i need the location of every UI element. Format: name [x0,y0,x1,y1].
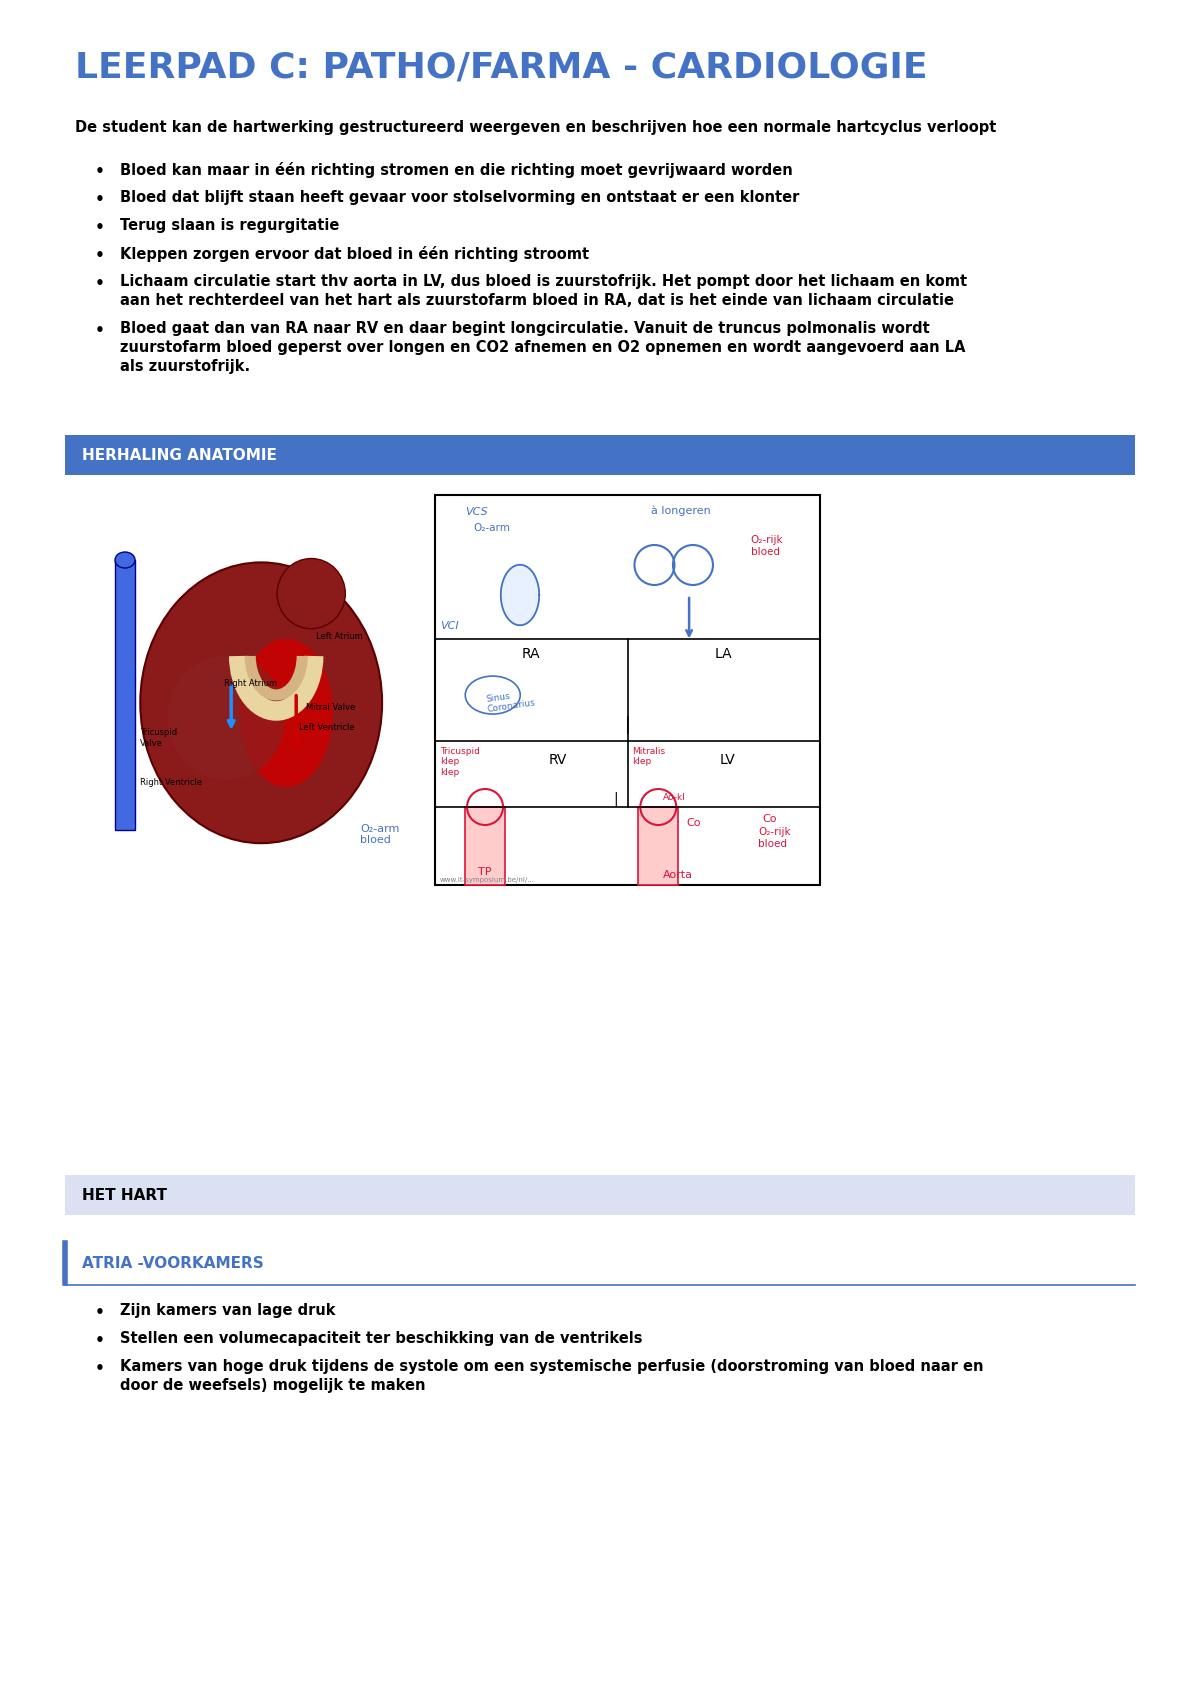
Text: •: • [95,192,104,207]
Text: Tricuspid
klep
klep: Tricuspid klep klep [440,747,480,776]
Text: als zuurstofrijk.: als zuurstofrijk. [120,358,250,374]
Ellipse shape [115,552,134,569]
Text: Sinus
Coronarius: Sinus Coronarius [485,688,536,713]
Text: O₂-rijk
bloed: O₂-rijk bloed [751,535,784,557]
Text: Tricuspid
Valve: Tricuspid Valve [140,728,178,747]
Text: Left Ventricle: Left Ventricle [299,723,355,732]
Text: |: | [625,717,630,735]
Text: •: • [95,277,104,290]
Bar [466,807,505,885]
Text: LV: LV [720,752,736,767]
Text: LEERPAD C: PATHO/FARMA - CARDIOLOGIE: LEERPAD C: PATHO/FARMA - CARDIOLOGIE [74,49,928,83]
Bar [115,560,134,830]
Ellipse shape [167,655,286,779]
Bar [436,496,820,885]
Text: Kleppen zorgen ervoor dat bloed in één richting stroomt: Kleppen zorgen ervoor dat bloed in één r… [120,246,589,261]
Text: •: • [95,165,104,178]
Polygon shape [500,565,539,625]
Text: Zijn kamers van lage druk: Zijn kamers van lage druk [120,1302,336,1318]
Text: LA: LA [715,647,732,661]
Ellipse shape [240,638,332,786]
Bar [65,435,1135,475]
Text: RA: RA [522,647,540,661]
Text: HET HART: HET HART [82,1187,167,1202]
Text: Co: Co [762,813,776,824]
Text: Bloed gaat dan van RA naar RV en daar begint longcirculatie. Vanuit de truncus p: Bloed gaat dan van RA naar RV en daar be… [120,321,930,336]
Text: De student kan de hartwerking gestructureerd weergeven en beschrijven hoe een no: De student kan de hartwerking gestructur… [74,121,996,136]
Ellipse shape [277,559,346,628]
Ellipse shape [140,562,382,844]
Text: •: • [95,248,104,263]
Text: Bloed dat blijft staan heeft gevaar voor stolselvorming en ontstaat er een klont: Bloed dat blijft staan heeft gevaar voor… [120,190,799,205]
Text: Mitralis
klep: Mitralis klep [632,747,666,766]
Text: Terug slaan is regurgitatie: Terug slaan is regurgitatie [120,217,340,233]
Text: door de weefsels) mogelijk te maken: door de weefsels) mogelijk te maken [120,1379,426,1392]
Text: Left Atrium: Left Atrium [317,632,362,642]
Text: •: • [95,1333,104,1348]
Text: www.it-symposium.be/nl/...: www.it-symposium.be/nl/... [440,876,535,883]
Text: Kamers van hoge druk tijdens de systole om een systemische perfusie (doorstromin: Kamers van hoge druk tijdens de systole … [120,1358,984,1374]
Text: Right Atrium: Right Atrium [224,679,277,688]
Text: •: • [95,323,104,338]
Text: O₂-arm
bloed: O₂-arm bloed [360,824,400,846]
Text: |: | [613,791,618,807]
Text: •: • [95,1362,104,1375]
Text: Aorta: Aorta [664,869,694,880]
Text: RV: RV [550,752,568,767]
Bar [638,807,678,885]
Text: Stellen een volumecapaciteit ter beschikking van de ventrikels: Stellen een volumecapaciteit ter beschik… [120,1331,642,1347]
Text: Ao-kl: Ao-kl [664,793,686,801]
Text: Right Ventricle: Right Ventricle [140,778,202,788]
Text: Lichaam circulatie start thv aorta in LV, dus bloed is zuurstofrijk. Het pompt d: Lichaam circulatie start thv aorta in LV… [120,273,967,289]
Text: Bloed kan maar in één richting stromen en die richting moet gevrijwaard worden: Bloed kan maar in één richting stromen e… [120,161,793,178]
Text: O₂-rijk
bloed: O₂-rijk bloed [758,827,791,849]
Text: Mitral Valve: Mitral Valve [306,703,355,711]
Text: TP: TP [479,868,492,876]
Text: zuurstofarm bloed geperst over longen en CO2 afnemen en O2 opnemen en wordt aang: zuurstofarm bloed geperst over longen en… [120,340,966,355]
Text: VCI: VCI [440,621,458,632]
Text: •: • [95,221,104,234]
Text: O₂-arm: O₂-arm [473,523,510,533]
Text: ATRIA -VOORKAMERS: ATRIA -VOORKAMERS [82,1255,264,1270]
Text: à longeren: à longeren [650,504,710,516]
Text: HERHALING ANATOMIE: HERHALING ANATOMIE [82,448,277,462]
Text: Co: Co [686,818,701,827]
Text: VCS: VCS [466,508,487,516]
Text: aan het rechterdeel van het hart als zuurstofarm bloed in RA, dat is het einde v: aan het rechterdeel van het hart als zuu… [120,294,954,307]
Text: •: • [95,1306,104,1319]
Bar [65,1175,1135,1216]
